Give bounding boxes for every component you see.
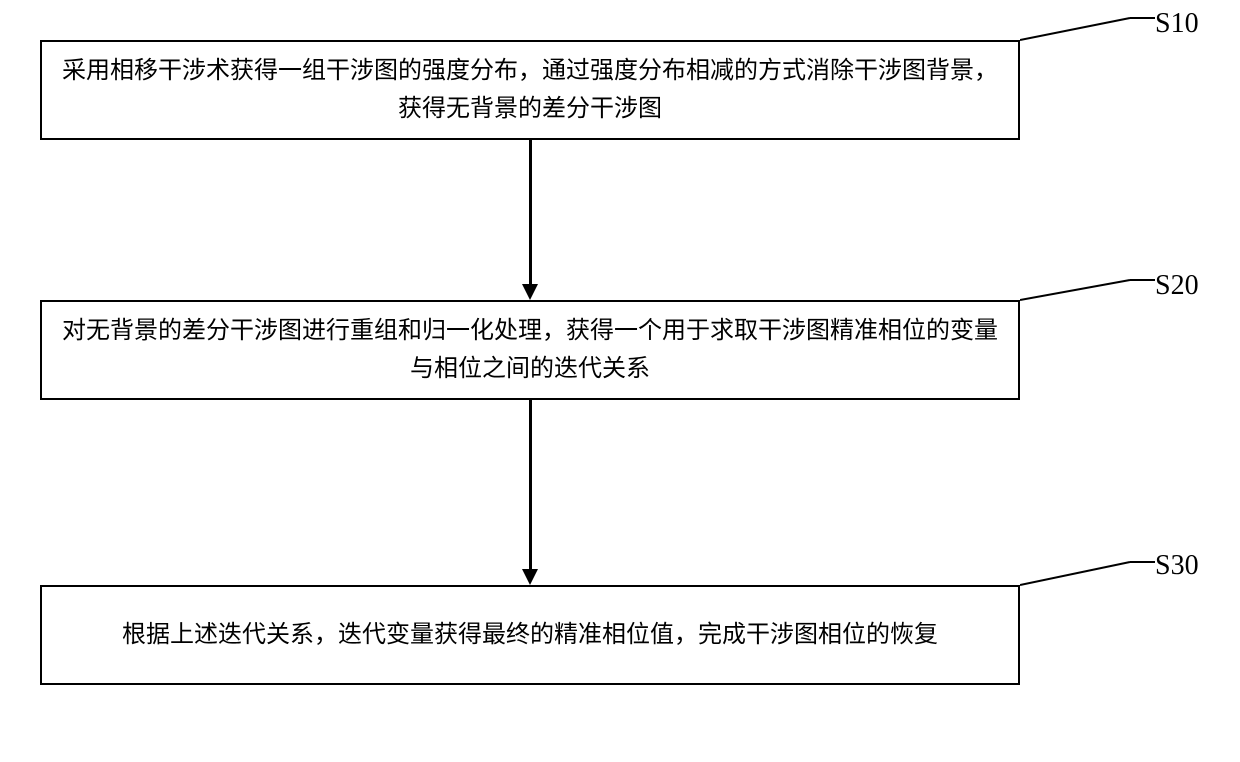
arrow-s20-s30-head [522, 569, 538, 585]
flow-step-s10-text: 采用相移干涉术获得一组干涉图的强度分布，通过强度分布相减的方式消除干涉图背景，获… [62, 52, 998, 129]
flow-step-s10: 采用相移干涉术获得一组干涉图的强度分布，通过强度分布相减的方式消除干涉图背景，获… [40, 40, 1020, 140]
leader-line-s10 [1020, 8, 1160, 48]
step-label-s10: S10 [1155, 8, 1199, 40]
flow-step-s30: 根据上述迭代关系，迭代变量获得最终的精准相位值，完成干涉图相位的恢复 [40, 585, 1020, 685]
leader-line-s30 [1020, 550, 1160, 590]
step-label-s20: S20 [1155, 270, 1199, 302]
flow-step-s30-text: 根据上述迭代关系，迭代变量获得最终的精准相位值，完成干涉图相位的恢复 [122, 616, 938, 654]
leader-line-s20 [1020, 270, 1160, 310]
flow-step-s20: 对无背景的差分干涉图进行重组和归一化处理，获得一个用于求取干涉图精准相位的变量与… [40, 300, 1020, 400]
arrow-s10-s20-head [522, 284, 538, 300]
step-label-s30: S30 [1155, 550, 1199, 582]
arrow-s20-s30-line [529, 400, 532, 569]
flow-step-s20-text: 对无背景的差分干涉图进行重组和归一化处理，获得一个用于求取干涉图精准相位的变量与… [62, 312, 998, 389]
arrow-s10-s20-line [529, 140, 532, 284]
flowchart-container: 采用相移干涉术获得一组干涉图的强度分布，通过强度分布相减的方式消除干涉图背景，获… [0, 0, 1240, 762]
